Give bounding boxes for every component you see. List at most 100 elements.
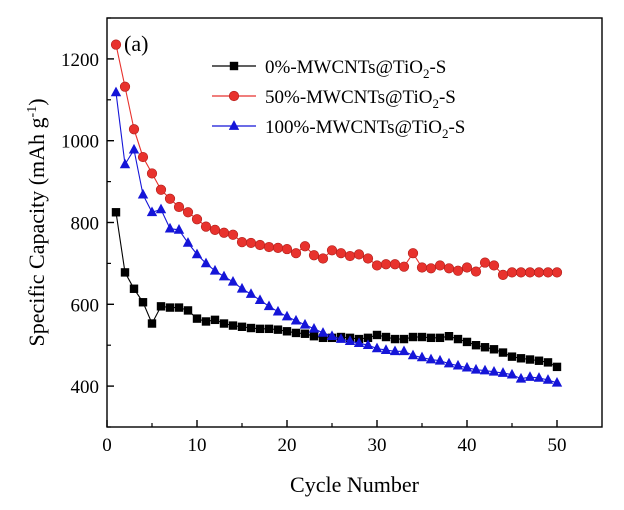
series-3 xyxy=(110,86,563,387)
data-point xyxy=(308,250,320,261)
x-axis-title: Cycle Number xyxy=(290,472,420,497)
data-point xyxy=(506,368,518,379)
x-tick-label: 20 xyxy=(278,435,297,456)
data-point xyxy=(524,267,536,278)
data-point xyxy=(146,168,158,179)
data-point xyxy=(281,310,293,321)
data-point xyxy=(488,260,500,271)
data-point xyxy=(408,332,418,342)
data-point xyxy=(443,263,455,274)
data-point xyxy=(119,158,131,169)
data-point xyxy=(245,288,257,298)
data-point xyxy=(353,249,365,260)
legend-label-text: 50%-MWCNTs@TiO xyxy=(265,87,432,108)
data-point xyxy=(129,284,139,293)
data-point xyxy=(137,188,149,199)
data-point xyxy=(506,267,518,278)
data-point xyxy=(515,267,527,278)
data-point xyxy=(191,214,203,225)
data-point xyxy=(182,237,194,247)
x-tick-label: 0 xyxy=(102,435,112,456)
data-point xyxy=(290,248,302,259)
data-point xyxy=(362,339,374,350)
data-point xyxy=(398,261,410,272)
data-point xyxy=(164,193,176,204)
data-point xyxy=(416,351,428,362)
data-point xyxy=(255,324,265,334)
data-point xyxy=(434,354,446,365)
data-point xyxy=(210,315,220,325)
data-point xyxy=(479,364,491,375)
y-tick-label: 800 xyxy=(71,214,100,235)
data-point xyxy=(471,341,481,350)
data-point xyxy=(543,358,553,367)
data-point xyxy=(443,357,455,368)
data-point xyxy=(156,302,166,311)
data-point xyxy=(254,294,266,305)
data-point xyxy=(218,227,230,238)
data-point xyxy=(272,305,284,316)
series-2 xyxy=(110,39,563,280)
data-point xyxy=(551,376,563,387)
data-point xyxy=(263,300,275,311)
data-point xyxy=(524,371,536,381)
data-point xyxy=(173,224,185,234)
legend: 0%-MWCNTs@TiO2-S 50%-MWCNTs@TiO2-S 100%-MW… xyxy=(212,57,465,141)
data-point xyxy=(452,359,464,370)
data-point xyxy=(498,348,508,357)
data-point xyxy=(542,267,554,278)
data-point xyxy=(344,250,356,262)
data-point xyxy=(516,354,526,363)
data-point xyxy=(326,330,338,341)
data-point xyxy=(110,39,122,50)
data-point xyxy=(192,314,202,323)
data-point xyxy=(165,303,175,312)
data-point xyxy=(272,242,284,253)
y-axis-title: Specific Capacity (mAh g-1) xyxy=(24,98,49,346)
y-tick-label: 600 xyxy=(71,295,100,316)
data-point xyxy=(407,349,419,360)
data-point xyxy=(497,269,509,280)
data-point xyxy=(470,266,482,277)
data-point xyxy=(479,257,491,268)
data-point xyxy=(173,201,185,213)
data-point xyxy=(398,345,410,356)
legend-label: 50%-MWCNTs@TiO2-S xyxy=(265,87,456,111)
data-point xyxy=(191,248,203,259)
plot-frame xyxy=(106,17,603,428)
data-point xyxy=(137,151,149,163)
data-point xyxy=(515,372,527,383)
data-point xyxy=(407,248,419,259)
data-point xyxy=(308,323,320,333)
data-point xyxy=(416,262,428,273)
data-point xyxy=(372,330,382,340)
data-point xyxy=(227,275,239,286)
data-point xyxy=(300,329,310,338)
data-point xyxy=(254,239,266,251)
x-tick-label: 50 xyxy=(548,435,567,456)
data-point xyxy=(380,344,392,354)
data-point xyxy=(227,229,239,240)
data-point xyxy=(425,263,437,274)
data-point xyxy=(318,333,328,343)
legend-label: 0%-MWCNTs@TiO2-S xyxy=(265,57,446,81)
data-point xyxy=(461,262,473,273)
data-point xyxy=(435,333,445,343)
legend-marker xyxy=(228,90,240,102)
data-point xyxy=(155,184,167,195)
data-point xyxy=(371,260,383,271)
data-point xyxy=(434,260,446,271)
legend-marker xyxy=(228,120,240,130)
legend-label-text: 0%-MWCNTs@TiO xyxy=(265,57,423,78)
data-point xyxy=(164,222,176,233)
data-point xyxy=(533,267,545,278)
legend-entry-3: 100%-MWCNTs@TiO2-S xyxy=(212,117,465,141)
data-point xyxy=(452,265,464,276)
y-tick-label: 1200 xyxy=(61,50,99,71)
data-point xyxy=(111,208,121,217)
data-point xyxy=(246,323,256,333)
series-line xyxy=(115,212,558,368)
legend-label-suffix: -S xyxy=(429,57,446,78)
data-point xyxy=(534,356,544,365)
